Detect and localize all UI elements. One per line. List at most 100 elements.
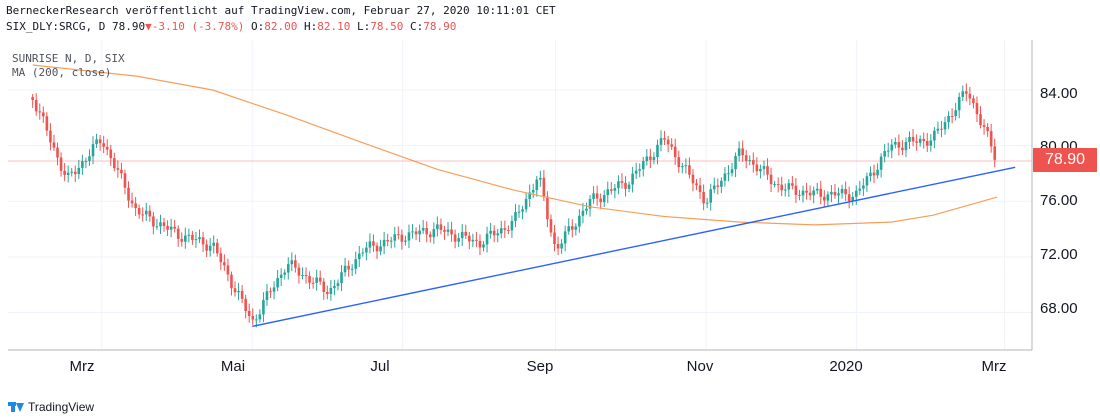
candle-body <box>666 139 670 145</box>
candle-body <box>507 229 510 231</box>
candle-body <box>847 194 851 202</box>
candle-body <box>73 171 77 175</box>
candle-body <box>258 314 262 320</box>
candle-body <box>148 210 152 217</box>
candle-body <box>425 228 429 235</box>
candle-body <box>393 234 397 241</box>
candle-body <box>858 188 862 191</box>
candle-body <box>84 161 88 163</box>
x-tick-label: Mrz <box>981 358 1007 375</box>
candle-body <box>102 143 105 147</box>
candle-body <box>833 191 837 196</box>
candle-body <box>883 151 886 157</box>
trendline[interactable] <box>252 166 1016 328</box>
candle-body <box>350 268 354 270</box>
candle-body <box>982 125 986 127</box>
candle-body <box>95 139 98 145</box>
candle-body <box>957 96 961 111</box>
candle-body <box>251 316 255 320</box>
candle-body <box>304 274 308 277</box>
candle-body <box>755 164 759 172</box>
candle-body <box>688 165 691 175</box>
open-value: 82.00 <box>264 20 298 33</box>
candle-body <box>283 272 287 275</box>
candle-body <box>489 230 492 234</box>
candle-body <box>610 189 613 191</box>
brand-label[interactable]: TradingView <box>28 400 95 414</box>
candle-body <box>826 194 830 201</box>
candle-body <box>134 203 137 209</box>
low-label: L: <box>357 20 371 33</box>
candle-body <box>908 136 911 142</box>
candle-body <box>460 231 464 239</box>
candle-body <box>237 290 240 293</box>
candle-body <box>482 244 485 248</box>
candle-body <box>528 192 531 200</box>
candle-body <box>201 237 205 245</box>
candle-body <box>872 172 876 176</box>
candle-body <box>208 245 212 251</box>
candle-body <box>744 155 748 161</box>
candle-body <box>535 179 539 191</box>
candle-body <box>113 158 116 169</box>
candle-body <box>961 91 965 97</box>
y-tick-label: 72.00 <box>1040 246 1078 263</box>
candle-body <box>684 165 688 167</box>
symbol-ohlc-line: SIX_DLY:SRCG, D 78.90▼-3.10 (-3.78%) O:8… <box>6 20 456 33</box>
candle-body <box>361 252 365 254</box>
y-tick-label: 84.00 <box>1040 85 1078 102</box>
candle-body <box>333 285 336 288</box>
candle-body <box>336 283 340 286</box>
candle-body <box>702 191 705 204</box>
candle-body <box>187 234 191 236</box>
candle-body <box>91 144 95 157</box>
candle-body <box>542 177 546 197</box>
close-label: C: <box>410 20 424 33</box>
candle-body <box>904 141 908 151</box>
indicator-legend[interactable]: MA (200, close) <box>12 66 112 79</box>
candle-body <box>450 229 453 235</box>
series-legend[interactable]: SUNRISE N, D, SIX <box>12 52 125 65</box>
candle-body <box>407 232 411 241</box>
candle-body <box>840 188 844 194</box>
candle-body <box>137 208 141 215</box>
candle-body <box>531 190 535 193</box>
close-value: 78.90 <box>423 20 457 33</box>
candle-body <box>890 144 894 151</box>
candle-body <box>659 138 663 145</box>
candle-body <box>663 138 666 140</box>
candle-body <box>720 180 723 187</box>
candle-body <box>162 222 166 226</box>
candle-body <box>255 319 258 321</box>
candle-body <box>727 173 730 175</box>
candle-body <box>783 189 787 191</box>
candle-body <box>776 184 780 186</box>
candle-body <box>45 116 49 131</box>
candle-body <box>152 216 155 227</box>
x-tick-label: Sep <box>526 358 554 375</box>
candle-body <box>794 185 798 195</box>
candle-body <box>368 241 372 248</box>
candle-body <box>741 148 744 156</box>
candle-body <box>38 111 42 113</box>
candle-body <box>475 239 478 241</box>
last-price-badge: 78.90 <box>1033 148 1097 172</box>
candle-body <box>954 110 957 117</box>
candle-body <box>116 168 120 170</box>
candle-body <box>439 224 443 230</box>
candle-body <box>712 185 716 190</box>
candle-body <box>993 146 997 160</box>
candle-body <box>52 142 56 148</box>
candle-body <box>326 291 329 295</box>
candle-body <box>432 229 436 238</box>
candle-body <box>34 99 38 112</box>
candle-body <box>485 233 489 245</box>
candle-body <box>830 191 833 195</box>
y-tick-label: 68.00 <box>1040 300 1078 317</box>
candle-body <box>180 238 184 242</box>
candle-body <box>386 239 389 242</box>
candles <box>31 83 997 328</box>
candle-body <box>357 253 361 260</box>
candle-body <box>98 139 102 144</box>
